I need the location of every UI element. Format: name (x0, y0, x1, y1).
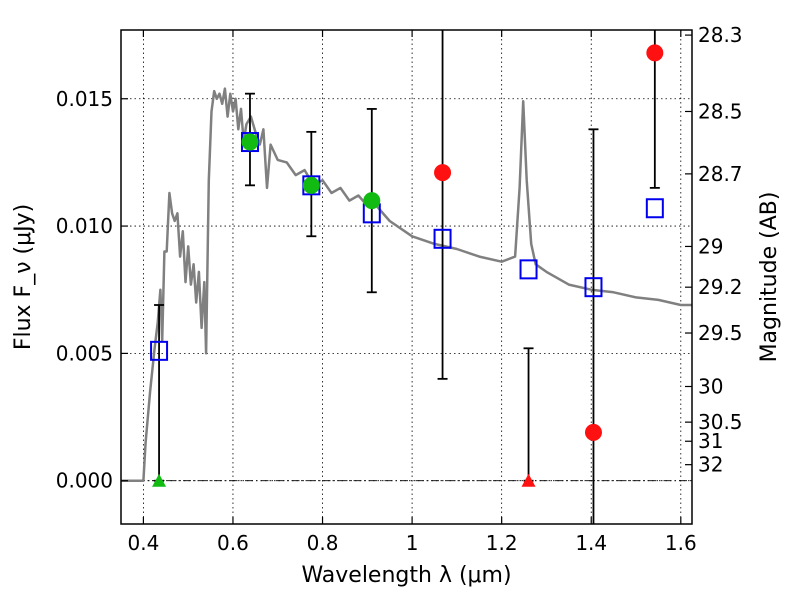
low-significance-point (646, 44, 664, 62)
right-y-axis-title: Magnitude (AB) (757, 192, 782, 363)
model-band-square (519, 259, 538, 280)
plot-frame (120, 29, 693, 525)
magnitude-tick-label: 29.5 (698, 321, 743, 345)
x-tick-label: 1.2 (486, 531, 518, 555)
model-band-square (433, 228, 452, 249)
y-tick-label: 0.010 (56, 214, 113, 238)
x-tick-label: 1 (406, 531, 419, 555)
magnitude-tick-label: 32 (698, 453, 723, 477)
x-tick-label: 0.8 (307, 531, 339, 555)
x-axis-title: Wavelength λ (μm) (301, 563, 511, 588)
plot-area (121, 30, 692, 524)
x-tick-label: 0.4 (127, 531, 159, 555)
magnitude-tick-label: 29 (698, 234, 723, 258)
model-band-square (150, 340, 169, 361)
x-tick-label: 0.6 (217, 531, 249, 555)
magnitude-tick-label: 29.2 (698, 275, 743, 299)
detection-point (363, 192, 381, 210)
magnitude-tick-label: 28.3 (698, 23, 743, 47)
detection-point (241, 133, 259, 151)
x-tick-label: 1.6 (665, 531, 697, 555)
low-significance-point (584, 423, 602, 441)
model-band-square (645, 198, 664, 219)
model-band-square (584, 277, 603, 298)
y-tick-label: 0.005 (56, 341, 113, 365)
magnitude-tick-label: 28.5 (698, 99, 743, 123)
y-tick-label: 0.015 (56, 87, 113, 111)
axis-ticks: 0.4 0.6 0.8 1 1.2 1.4 1.6 0.000 0.005 0.010 0.015 2… (56, 23, 743, 555)
detection-point (302, 176, 320, 194)
magnitude-tick-label: 30.5 (698, 410, 743, 434)
y-tick-label: 0.000 (56, 469, 113, 493)
magnitude-tick-label: 28.7 (698, 162, 743, 186)
magnitude-tick-label: 30 (698, 374, 723, 398)
x-tick-label: 1.4 (575, 531, 607, 555)
magnitude-tick-label: 31 (698, 429, 723, 453)
non-detection-triangle (521, 473, 536, 487)
y-axis-title: Flux F_ν (μJy) (11, 204, 36, 350)
low-significance-point (434, 164, 452, 182)
non-detection-triangle (152, 473, 167, 487)
